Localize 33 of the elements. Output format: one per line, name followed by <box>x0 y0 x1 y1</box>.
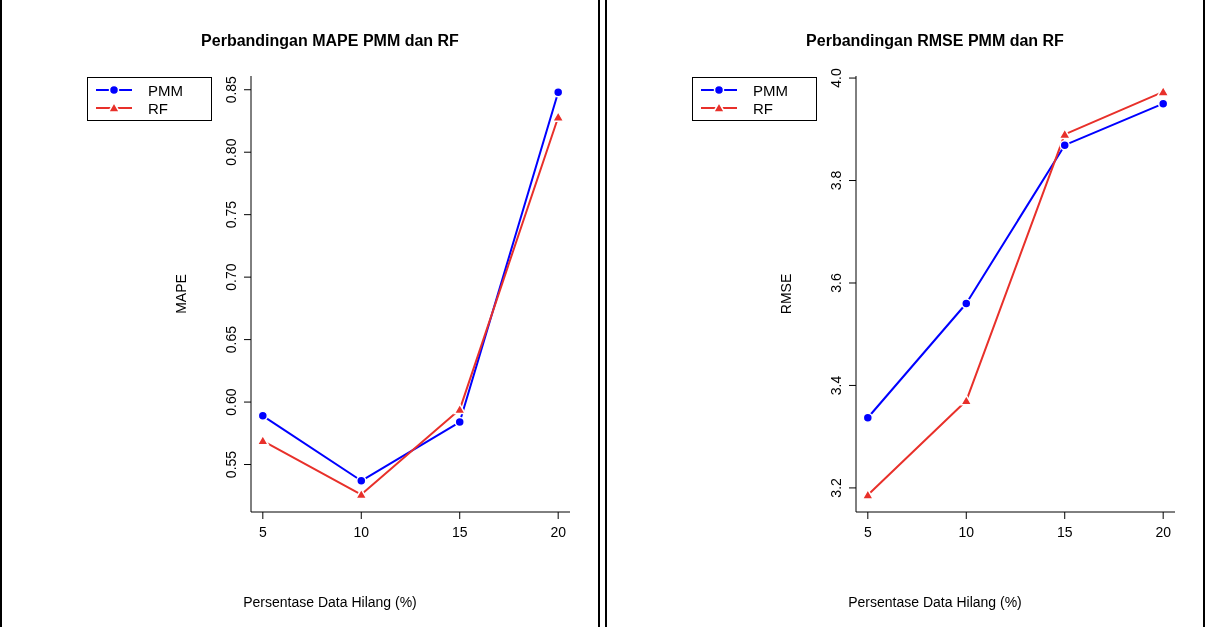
y-tick-label: 0.75 <box>223 200 239 229</box>
y-tick-label: 3.4 <box>828 375 844 396</box>
x-tick-label: 15 <box>1056 523 1073 540</box>
y-axis-title: RMSE <box>777 273 794 315</box>
x-tick-label: 15 <box>451 523 468 540</box>
x-tick-label: 10 <box>353 523 370 540</box>
point <box>453 403 466 415</box>
legend-label: PMM <box>148 81 183 99</box>
y-tick-label: 3.2 <box>828 477 844 498</box>
y-tick-label: 0.85 <box>223 75 239 104</box>
y-tick-label: 3.6 <box>828 273 844 293</box>
chart-title: Perbandingan RMSE PMM dan RF <box>805 32 1065 50</box>
x-tick-label: 10 <box>958 523 975 540</box>
y-tick-label: 0.55 <box>223 450 239 479</box>
legend-label: RF <box>753 99 773 117</box>
y-tick-label: 0.60 <box>223 388 239 416</box>
y-tick-label: 0.70 <box>223 263 239 291</box>
x-axis-title: Persentase Data Hilang (%) <box>242 594 418 610</box>
y-tick-label: 0.65 <box>223 325 239 354</box>
y-tick-label: 0.80 <box>223 138 239 166</box>
x-tick-label: 5 <box>258 523 267 540</box>
point <box>1059 139 1070 151</box>
x-tick-label: 5 <box>863 523 872 540</box>
x-tick-label: 20 <box>550 523 567 540</box>
chart-title: Perbandingan MAPE PMM dan RF <box>200 32 460 50</box>
y-axis-title: MAPE <box>172 274 189 314</box>
point <box>961 298 972 309</box>
legend-label: PMM <box>753 81 788 99</box>
y-tick-label: 4.0 <box>828 68 844 88</box>
x-axis-title: Persentase Data Hilang (%) <box>847 594 1023 610</box>
y-tick-label: 3.8 <box>828 170 844 191</box>
legend-label: RF <box>148 99 168 117</box>
x-tick-label: 20 <box>1155 523 1172 540</box>
